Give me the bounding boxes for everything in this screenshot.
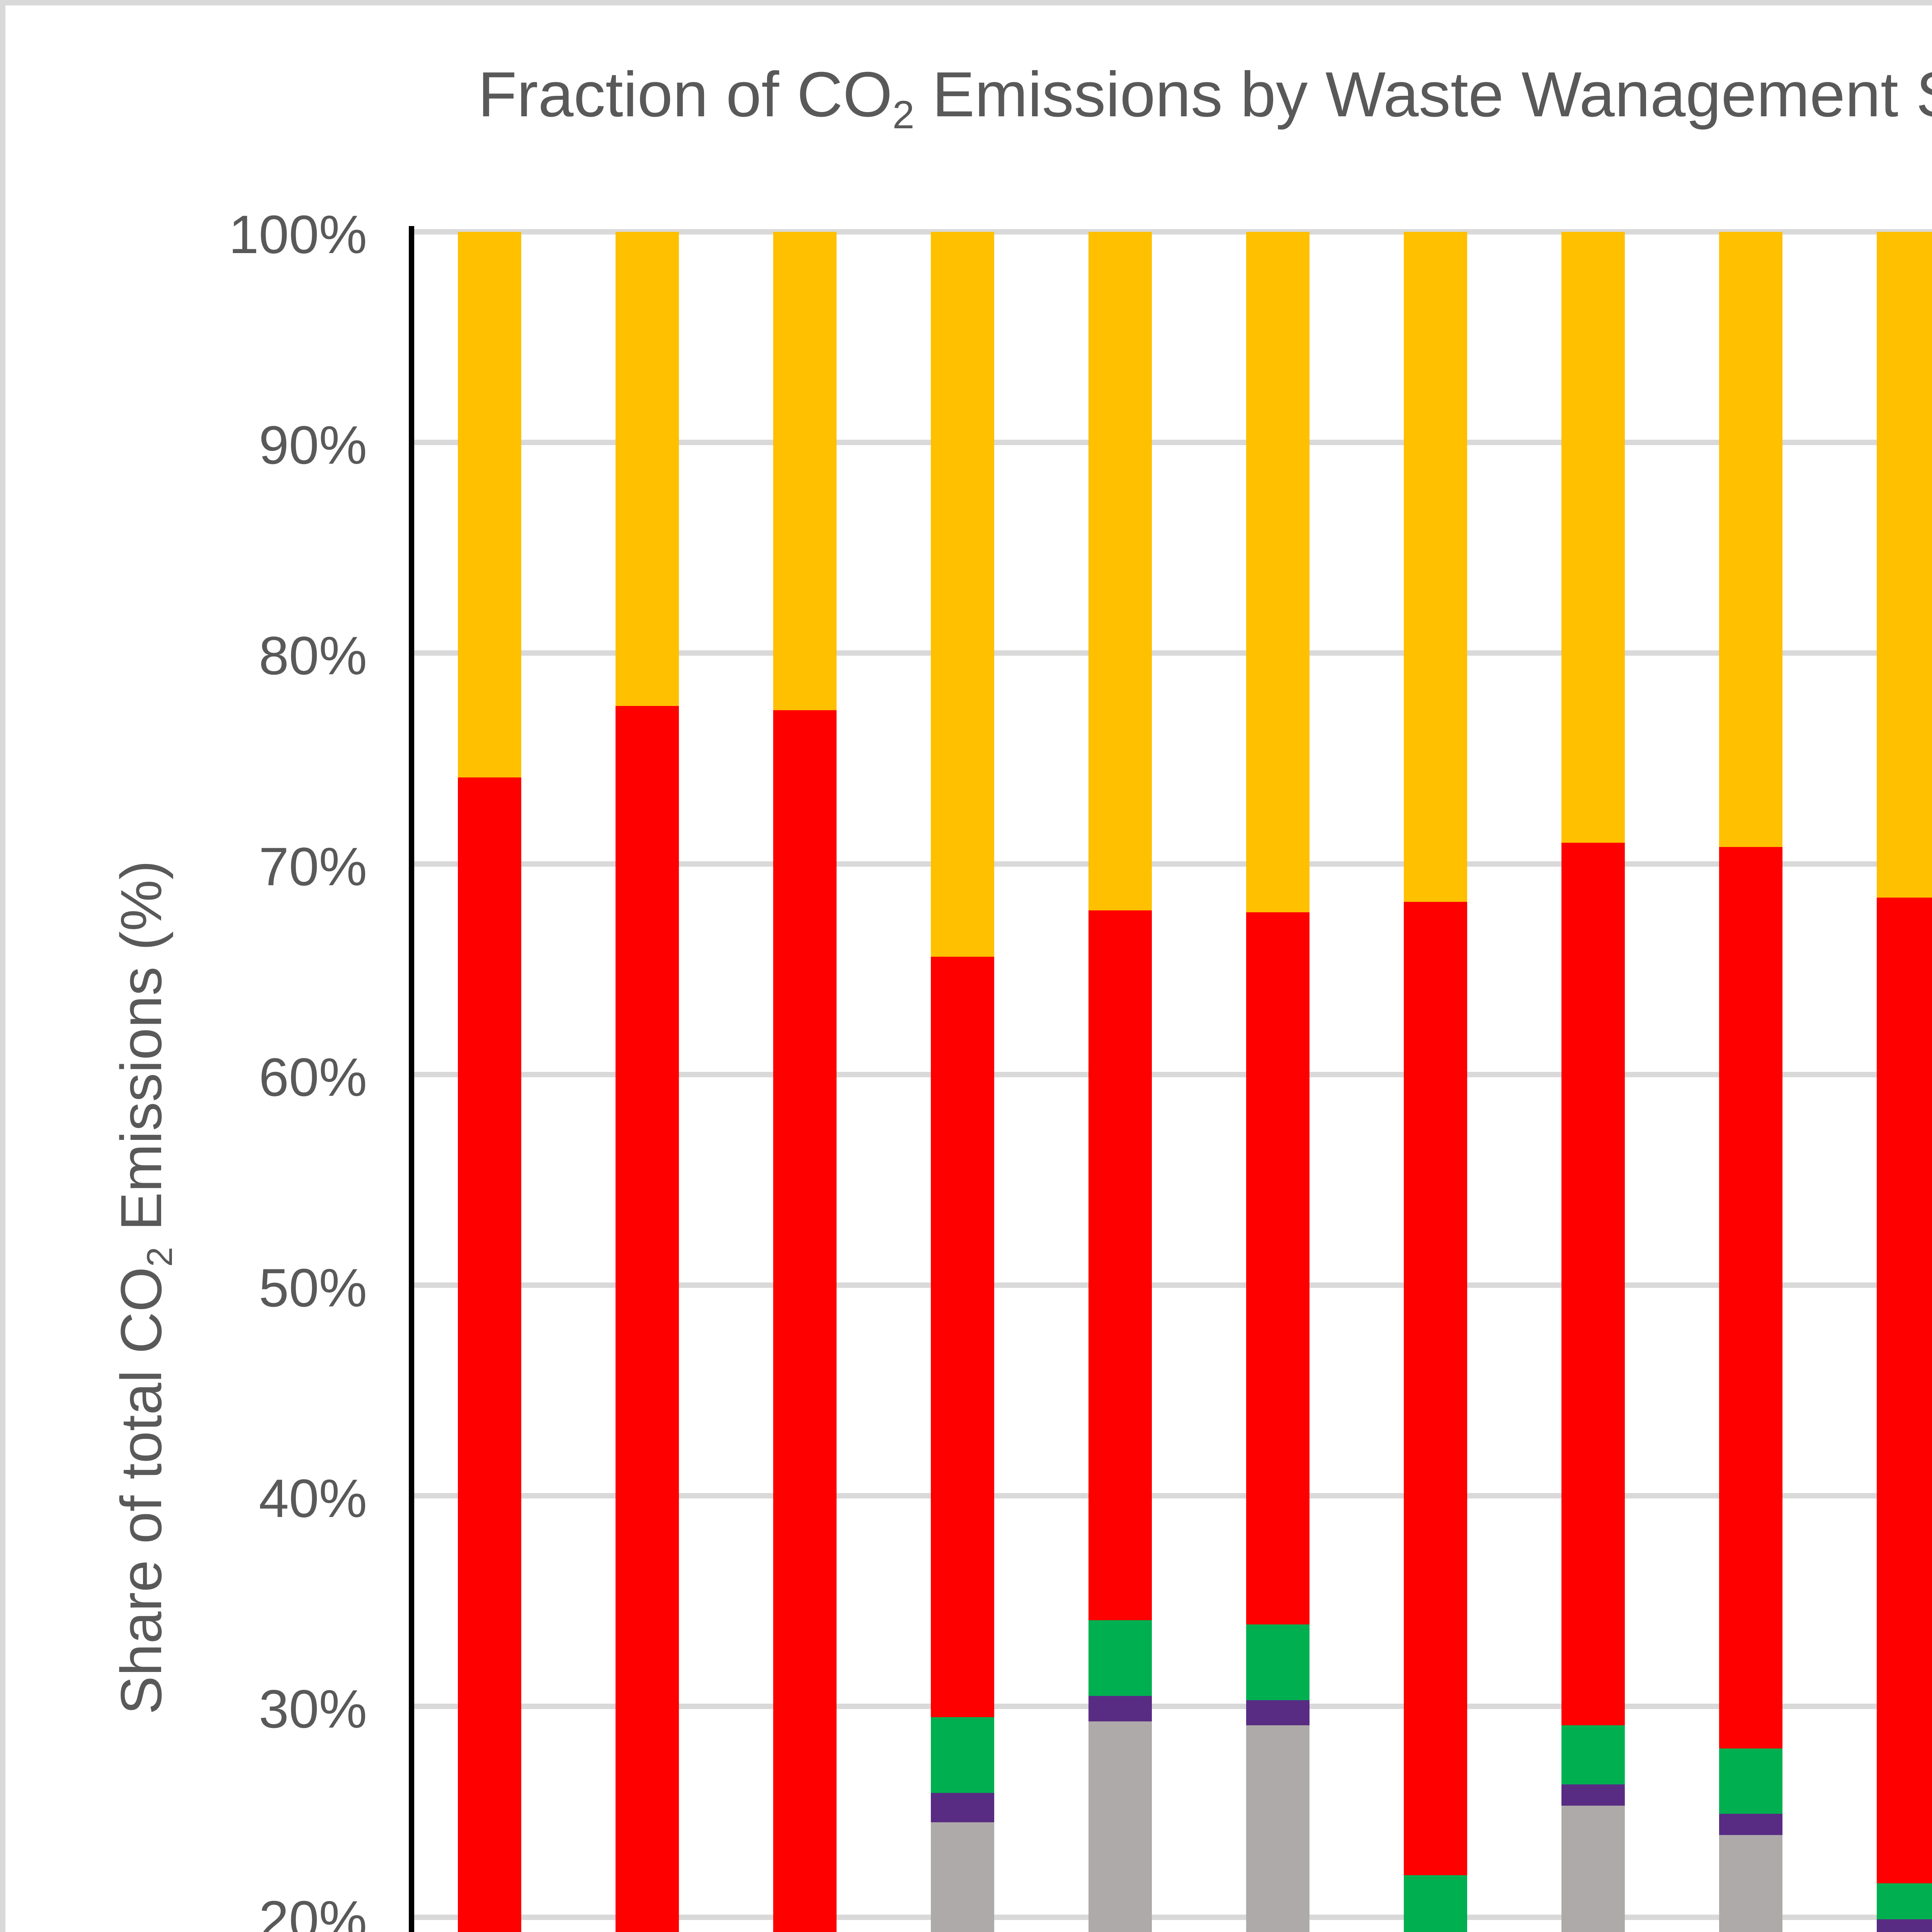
bar-segment-open-burning-2030 (1877, 232, 1932, 898)
bar-segment-composting-2000 (1246, 1624, 1310, 1701)
bar-segment-anaerobic-digestion-2030 (1877, 1919, 1932, 1932)
y-tick-label-90: 90% (259, 415, 367, 476)
bar-segment-incineration-1960 (616, 706, 679, 1932)
bar-2010 (1561, 232, 1625, 1932)
bar-segment-open-burning-1960 (616, 232, 679, 706)
bar-segment-unmanaged-2020 (1719, 1835, 1782, 1932)
bar-2020 (1719, 232, 1782, 1932)
bar-segment-unmanaged-1980 (931, 1822, 994, 1932)
chart-title-text-suffix: Emissions by Waste Wanagement Scenarios … (932, 59, 1932, 130)
bar-segment-composting-2001 (1404, 1875, 1467, 1932)
bar-segment-unmanaged-2010 (1561, 1805, 1625, 1932)
y-tick-label-40: 40% (259, 1468, 367, 1529)
chart-title: Fraction of CO2 Emissions by Waste Wanag… (0, 58, 1932, 137)
bar-2030 (1877, 232, 1932, 1932)
bar-segment-open-burning-2000 (1246, 232, 1310, 912)
y-tick-label-70: 70% (259, 836, 367, 897)
bar-segment-anaerobic-digestion-2020 (1719, 1814, 1782, 1835)
bar-segment-composting-1990 (1088, 1620, 1152, 1696)
bar-segment-open-burning-2020 (1719, 232, 1782, 847)
y-tick-label-100: 100% (228, 204, 367, 265)
bar-segment-open-burning-2001 (1404, 232, 1467, 902)
bar-1980 (931, 232, 994, 1932)
y-tick-label-50: 50% (259, 1257, 367, 1318)
bar-segment-incineration-2000 (1246, 912, 1310, 1624)
bar-segment-open-burning-1980 (931, 232, 994, 957)
bar-segment-anaerobic-digestion-2010 (1561, 1784, 1625, 1806)
y-axis-line (409, 226, 414, 1932)
chart-title-text: Fraction of CO (478, 59, 893, 130)
bar-segment-unmanaged-1990 (1088, 1721, 1152, 1932)
bar-segment-incineration-1980 (931, 956, 994, 1717)
bar-segment-incineration-1970 (773, 710, 837, 1932)
bar-segment-incineration-1990 (1088, 910, 1152, 1620)
bar-segment-open-burning-1970 (773, 232, 837, 710)
bar-segment-open-burning-1990 (1088, 232, 1152, 910)
bar-segment-incineration-2030 (1877, 897, 1932, 1884)
bar-segment-composting-1980 (931, 1717, 994, 1793)
bar-segment-incineration-2020 (1719, 847, 1782, 1749)
bar-segment-anaerobic-digestion-1990 (1088, 1696, 1152, 1721)
bar-segment-incineration-2001 (1404, 901, 1467, 1875)
y-tick-label-30: 30% (259, 1679, 367, 1740)
bar-segment-unmanaged-2000 (1246, 1725, 1310, 1932)
bar-segment-composting-2010 (1561, 1725, 1625, 1785)
bar-segment-anaerobic-digestion-2000 (1246, 1700, 1310, 1726)
bar-1960 (616, 232, 679, 1932)
bar-segment-composting-2030 (1877, 1883, 1932, 1920)
bar-segment-composting-2020 (1719, 1748, 1782, 1814)
bar-segment-incineration-2010 (1561, 843, 1625, 1726)
bar-segment-incineration-1950 (458, 777, 521, 1932)
y-tick-label-20: 20% (259, 1889, 367, 1932)
bar-segment-open-burning-1950 (458, 232, 521, 778)
bar-2000 (1246, 232, 1310, 1932)
bar-segment-anaerobic-digestion-1980 (931, 1793, 994, 1823)
bar-2001 (1404, 232, 1467, 1932)
bar-segment-open-burning-2010 (1561, 232, 1625, 843)
y-tick-label-80: 80% (259, 625, 367, 686)
bar-1950 (458, 232, 521, 1932)
bar-1970 (773, 232, 837, 1932)
chart-title-subscript: 2 (892, 92, 915, 137)
bar-1990 (1088, 232, 1152, 1932)
y-tick-label-60: 60% (259, 1046, 367, 1107)
